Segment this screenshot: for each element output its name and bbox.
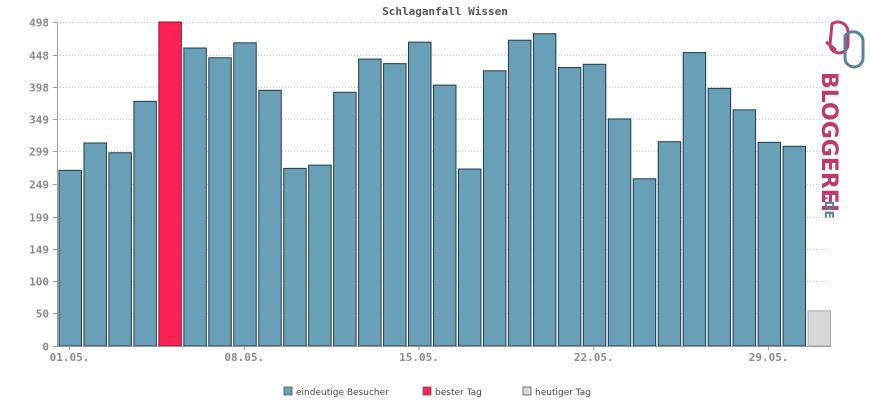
legend-swatch <box>283 386 293 396</box>
bar-visitors <box>408 41 432 347</box>
bar-visitors <box>682 52 707 347</box>
bar-visitors <box>433 84 457 347</box>
chart-title: Schlaganfall Wissen <box>382 5 508 18</box>
logo-suffix: .DE <box>822 196 836 219</box>
bar-visitors <box>482 70 507 347</box>
bar-visitors <box>732 109 757 347</box>
y-tick-label: 398 <box>29 82 49 95</box>
legend-swatch <box>422 386 432 396</box>
bar-visitors <box>183 47 207 347</box>
y-tick-label: 249 <box>29 179 49 192</box>
bar-visitors <box>782 145 807 347</box>
x-axis: 01.05. 08.05. 15.05. 22.05. 29.05. <box>50 346 831 364</box>
bars <box>58 21 832 347</box>
bar-visitors <box>283 167 307 347</box>
bar-visitors <box>607 118 632 347</box>
x-tick-label: 01.05. <box>50 351 90 364</box>
bar-visitors <box>333 91 357 347</box>
bar-visitors <box>58 169 82 347</box>
x-tick-label: 08.05. <box>224 351 264 364</box>
logo-emblem-icon <box>825 20 865 69</box>
legend: eindeutige Besucher bester Tag heutiger Ta… <box>283 386 591 398</box>
bar-visitors <box>557 67 582 347</box>
bar-visitors <box>83 142 107 347</box>
y-tick-label: 149 <box>29 244 49 257</box>
x-tick-label: 22.05. <box>574 351 614 364</box>
y-tick-label: 299 <box>29 146 49 159</box>
y-tick-label: 50 <box>36 308 49 321</box>
bar-visitors <box>507 39 532 347</box>
bar-visitors <box>383 63 407 347</box>
bar-visitors <box>133 100 157 347</box>
y-tick-label: 100 <box>29 276 49 289</box>
bar-visitors <box>308 164 332 347</box>
bar-visitors <box>757 141 782 347</box>
x-tick-label: 29.05. <box>749 351 789 364</box>
bar-visitors <box>657 141 682 347</box>
x-tick-label: 15.05. <box>399 351 439 364</box>
legend-label: bester Tag <box>435 388 482 398</box>
bar-visitors <box>258 89 282 347</box>
bar-visitors <box>108 152 132 347</box>
y-tick-label: 0 <box>42 341 49 354</box>
legend-label: heutiger Tag <box>535 388 591 398</box>
bar-today <box>807 310 832 347</box>
bar-visitors <box>457 168 482 347</box>
y-tick-label: 199 <box>29 212 49 225</box>
bar-visitors <box>707 87 732 347</box>
y-tick-label: 498 <box>29 17 49 30</box>
bar-visitors <box>358 58 382 347</box>
y-tick-label: 349 <box>29 114 49 127</box>
bar-visitors <box>582 63 607 347</box>
bar-visitors <box>233 42 257 347</box>
bloggerei-logo: BLOGGEREI .DE <box>816 20 865 219</box>
logo-wordmark: BLOGGEREI <box>816 72 841 212</box>
bar-best-day <box>158 21 182 347</box>
legend-swatch <box>522 386 532 396</box>
bar-visitors <box>532 33 557 347</box>
bar-visitors <box>208 57 232 347</box>
legend-label: eindeutige Besucher <box>296 388 389 398</box>
y-tick-label: 448 <box>29 50 49 63</box>
y-axis: 0 50 100 149 199 249 299 349 398 448 498 <box>29 17 58 354</box>
bar-visitors <box>632 178 657 347</box>
